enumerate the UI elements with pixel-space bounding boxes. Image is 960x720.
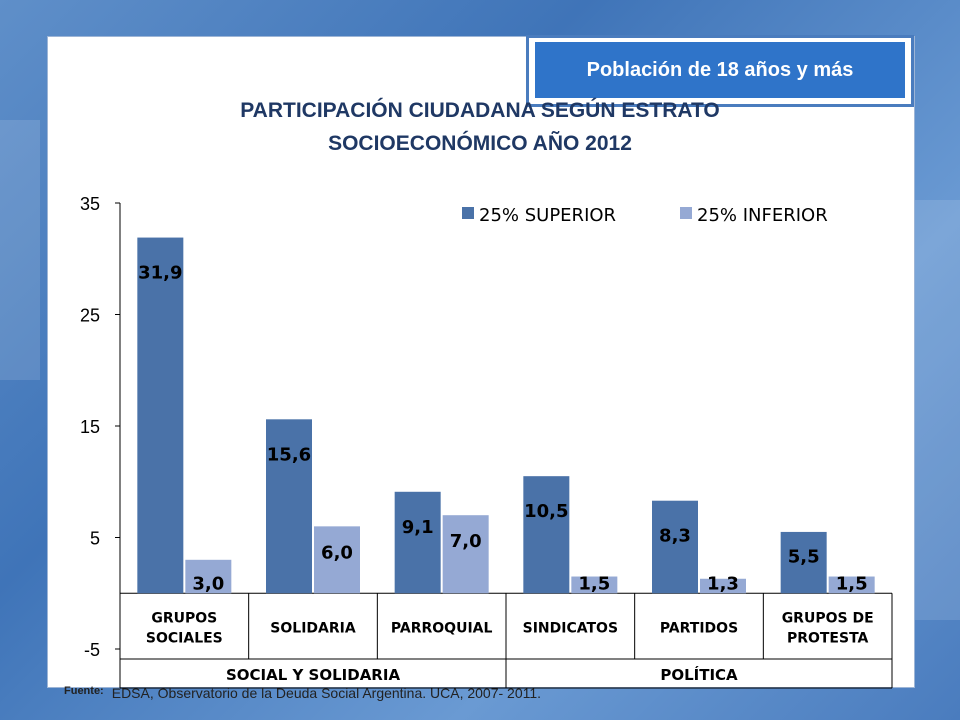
bar-superior: [780, 531, 827, 594]
data-label-superior: 10,5: [524, 501, 568, 522]
legend-swatch: [680, 207, 692, 219]
bar-superior: [394, 491, 441, 594]
background-decoration: [0, 120, 40, 380]
category-label: PROTESTA: [787, 631, 869, 647]
category-label: SOLIDARIA: [270, 621, 356, 637]
bar-inferior: [314, 526, 360, 594]
y-tick-label: -5: [84, 640, 100, 660]
data-label-inferior: 1,5: [578, 573, 610, 594]
data-label-inferior: 1,3: [707, 573, 739, 594]
bar-inferior: [828, 576, 875, 594]
source-text: EDSA, Observatorio de la Deuda Social Ar…: [111, 685, 542, 701]
y-tick-label: 25: [80, 306, 100, 326]
bar-superior: [137, 237, 184, 594]
data-label-inferior: 3,0: [192, 573, 224, 594]
data-label-superior: 9,1: [402, 517, 434, 538]
chart-title-line-2: SOCIOECONÓMICO AÑO 2012: [328, 132, 632, 155]
category-label: SINDICATOS: [523, 621, 618, 637]
population-badge: Población de 18 años y más: [526, 35, 914, 107]
legend-label: 25% SUPERIOR: [479, 205, 616, 226]
bar-superior: [652, 500, 698, 594]
legend-swatch: [462, 207, 474, 219]
data-label-superior: 15,6: [267, 444, 311, 465]
data-label-inferior: 7,0: [450, 531, 482, 552]
category-label: SOCIALES: [146, 631, 223, 647]
y-tick-label: 35: [80, 194, 100, 214]
data-label-superior: 5,5: [788, 546, 820, 567]
data-label-superior: 8,3: [659, 526, 691, 547]
category-group-label: POLÍTICA: [660, 665, 738, 684]
data-label-superior: 31,9: [138, 263, 182, 284]
legend-label: 25% INFERIOR: [697, 205, 828, 226]
data-label-inferior: 6,0: [321, 542, 353, 563]
category-label: PARROQUIAL: [391, 621, 493, 637]
bar-superior: [266, 419, 312, 594]
chart-title-line-1: PARTICIPACIÓN CIUDADANA SEGÚN ESTRATO: [240, 99, 720, 122]
source-note: Fuente: EDSA, Observatorio de la Deuda So…: [64, 685, 541, 701]
chart-title: PARTICIPACIÓN CIUDADANA SEGÚN ESTRATO SO…: [110, 94, 850, 160]
bar-superior: [523, 476, 570, 594]
category-label: PARTIDOS: [660, 621, 738, 637]
source-label: Fuente:: [64, 685, 104, 697]
bar-inferior: [442, 515, 489, 594]
background-decoration: [910, 200, 960, 620]
category-label: GRUPOS: [151, 611, 217, 627]
category-label: GRUPOS DE: [782, 611, 874, 627]
data-label-inferior: 1,5: [836, 573, 868, 594]
y-tick-label: 5: [90, 529, 100, 549]
bar-inferior: [185, 559, 232, 594]
y-tick-label: 15: [80, 417, 100, 437]
population-badge-text: Población de 18 años y más: [535, 42, 905, 98]
bar-inferior: [700, 578, 746, 594]
bar-inferior: [571, 576, 618, 594]
category-group-label: SOCIAL Y SOLIDARIA: [226, 666, 401, 684]
